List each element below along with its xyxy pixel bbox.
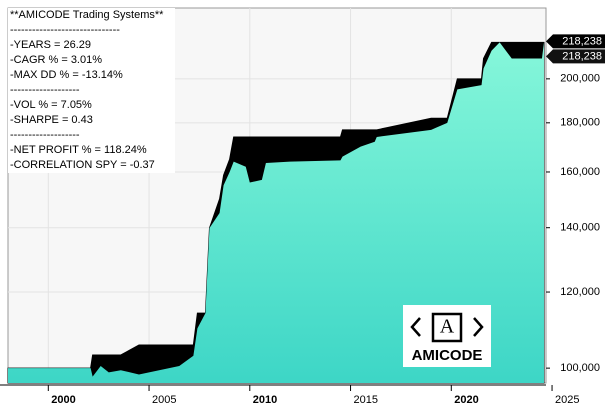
logo: A AMICODE (403, 305, 491, 367)
value-label-box (546, 34, 605, 49)
y-tick-label: 160,000 (560, 166, 600, 178)
x-tick-label: 2025 (555, 394, 579, 406)
value-label: 218,238 (562, 35, 602, 47)
logo-frame (431, 312, 463, 343)
y-tick-label: 120,000 (560, 286, 600, 298)
x-tick-label: 2015 (354, 394, 378, 406)
y-tick-label: 180,000 (560, 117, 600, 129)
x-tick-label: 2010 (253, 394, 277, 406)
x-tick-label: 2000 (51, 394, 75, 406)
stats-line: -CORRELATION SPY = -0.37 (10, 159, 155, 171)
stats-line: ------------------- (10, 129, 80, 141)
x-tick-label: 2005 (152, 394, 176, 406)
y-tick-label: 200,000 (560, 73, 600, 85)
y-tick-label: 140,000 (560, 222, 600, 234)
stats-line: **AMICODE Trading Systems** (10, 9, 164, 21)
equity-area (8, 42, 544, 384)
stats-line: -YEARS = 26.29 (10, 39, 91, 51)
x-tick-label: 2020 (454, 394, 478, 406)
stats-line: -VOL % = 7.05% (10, 99, 92, 111)
stats-line: -SHARPE = 0.43 (10, 114, 93, 126)
stats-line: ------------------- (10, 84, 80, 96)
logo-brackets (410, 317, 484, 337)
logo-box (403, 305, 491, 367)
y-tick-label: 100,000 (560, 362, 600, 374)
stats-line: -CAGR % = 3.01% (10, 54, 102, 66)
value-label-box (546, 49, 605, 64)
logo-text: AMICODE (412, 347, 483, 364)
stats-box (8, 8, 175, 173)
logo-letter: A (440, 316, 455, 338)
stats-line: -MAX DD % = -13.14% (10, 69, 123, 81)
stats-line: ------------------------------ (10, 24, 120, 36)
stats-line: -NET PROFIT % = 118.24% (10, 144, 147, 156)
value-label: 218,238 (562, 50, 602, 62)
